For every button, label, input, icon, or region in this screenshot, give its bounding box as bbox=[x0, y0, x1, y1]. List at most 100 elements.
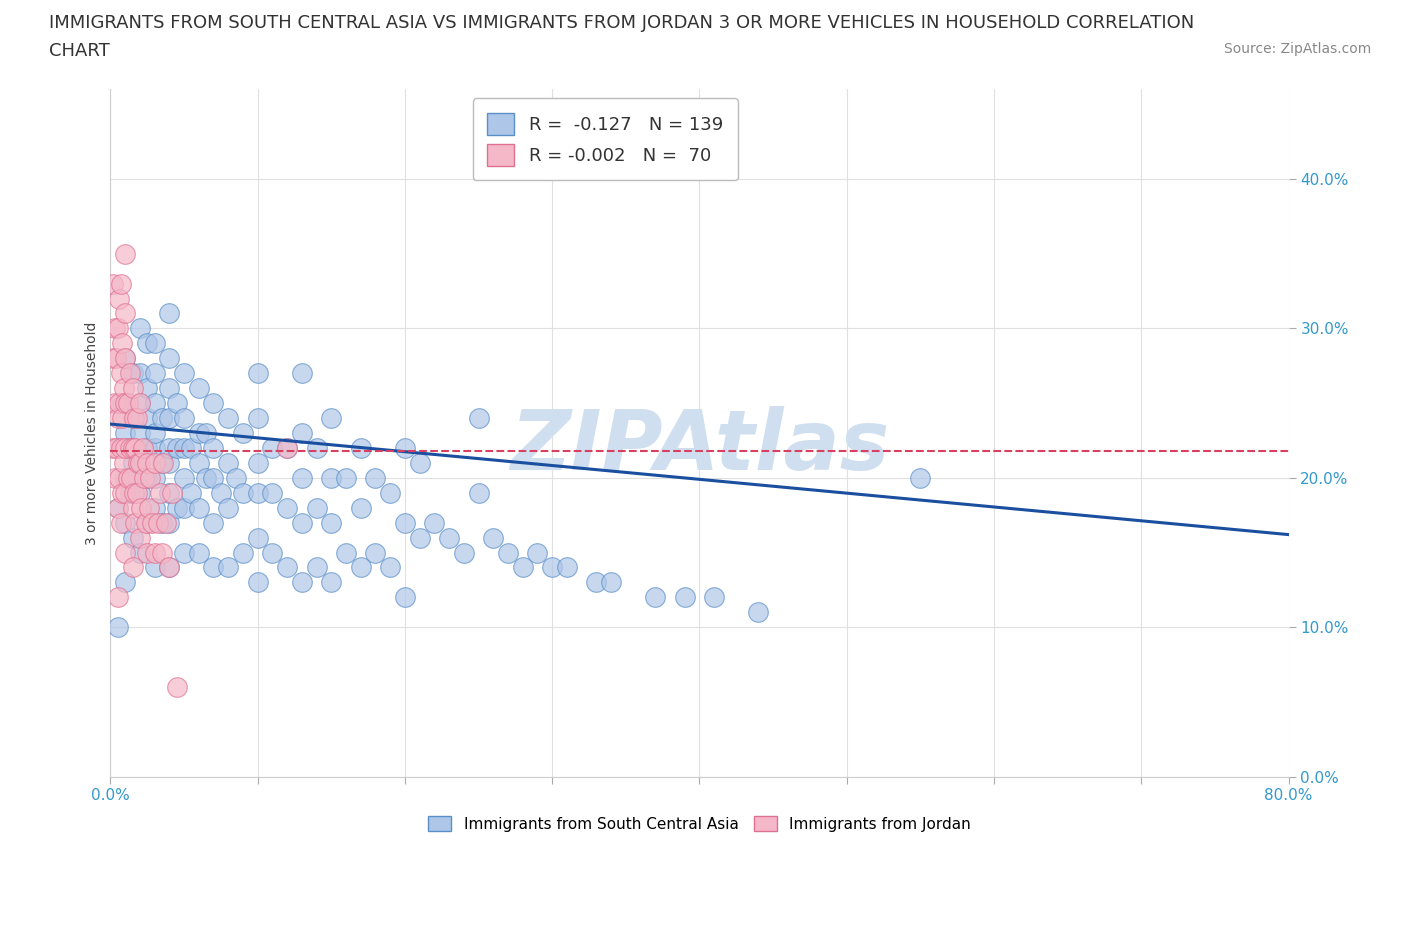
Point bbox=[112, 456, 135, 471]
Point bbox=[276, 560, 298, 575]
Point bbox=[644, 590, 666, 604]
Point bbox=[107, 441, 129, 456]
Point bbox=[166, 441, 188, 456]
Point bbox=[108, 471, 131, 485]
Point bbox=[262, 545, 284, 560]
Point bbox=[121, 500, 143, 515]
Point bbox=[121, 441, 143, 456]
Point bbox=[121, 411, 143, 426]
Point bbox=[157, 306, 180, 321]
Point bbox=[217, 456, 239, 471]
Point bbox=[305, 441, 328, 456]
Point bbox=[143, 500, 166, 515]
Point bbox=[202, 395, 225, 410]
Point bbox=[128, 456, 150, 471]
Point bbox=[232, 426, 254, 441]
Point bbox=[143, 471, 166, 485]
Point bbox=[104, 471, 127, 485]
Point bbox=[128, 365, 150, 380]
Point bbox=[335, 471, 357, 485]
Point bbox=[166, 680, 188, 695]
Point bbox=[136, 336, 159, 351]
Point bbox=[128, 545, 150, 560]
Point bbox=[114, 485, 136, 500]
Point bbox=[128, 395, 150, 410]
Point bbox=[209, 485, 232, 500]
Point bbox=[104, 321, 127, 336]
Point bbox=[512, 560, 534, 575]
Text: IMMIGRANTS FROM SOUTH CENTRAL ASIA VS IMMIGRANTS FROM JORDAN 3 OR MORE VEHICLES : IMMIGRANTS FROM SOUTH CENTRAL ASIA VS IM… bbox=[49, 14, 1195, 32]
Point bbox=[195, 471, 218, 485]
Point bbox=[321, 471, 343, 485]
Point bbox=[128, 426, 150, 441]
Point bbox=[143, 395, 166, 410]
Point bbox=[291, 515, 314, 530]
Point bbox=[747, 604, 769, 619]
Point bbox=[703, 590, 725, 604]
Point bbox=[152, 456, 174, 471]
Text: CHART: CHART bbox=[49, 42, 110, 60]
Point bbox=[136, 471, 159, 485]
Point bbox=[482, 530, 505, 545]
Point bbox=[187, 456, 209, 471]
Point bbox=[117, 471, 139, 485]
Point bbox=[217, 500, 239, 515]
Point bbox=[408, 530, 430, 545]
Point bbox=[541, 560, 564, 575]
Point bbox=[124, 441, 146, 456]
Point bbox=[225, 471, 247, 485]
Point bbox=[150, 456, 173, 471]
Point bbox=[143, 560, 166, 575]
Point bbox=[187, 426, 209, 441]
Point bbox=[157, 411, 180, 426]
Point bbox=[246, 575, 269, 590]
Point bbox=[114, 351, 136, 365]
Point bbox=[180, 485, 202, 500]
Point bbox=[166, 395, 188, 410]
Point bbox=[136, 411, 159, 426]
Point bbox=[143, 441, 166, 456]
Point bbox=[157, 456, 180, 471]
Point bbox=[276, 441, 298, 456]
Point bbox=[187, 500, 209, 515]
Point bbox=[143, 545, 166, 560]
Point bbox=[107, 500, 129, 515]
Point bbox=[246, 365, 269, 380]
Point bbox=[585, 575, 607, 590]
Point bbox=[157, 560, 180, 575]
Point bbox=[157, 441, 180, 456]
Point bbox=[526, 545, 548, 560]
Point bbox=[394, 515, 416, 530]
Point bbox=[138, 500, 160, 515]
Point bbox=[132, 441, 155, 456]
Point bbox=[305, 560, 328, 575]
Point bbox=[380, 485, 402, 500]
Point bbox=[195, 426, 218, 441]
Point bbox=[246, 456, 269, 471]
Point bbox=[291, 365, 314, 380]
Point bbox=[103, 351, 125, 365]
Point bbox=[122, 485, 145, 500]
Point bbox=[180, 441, 202, 456]
Point bbox=[380, 560, 402, 575]
Point bbox=[321, 515, 343, 530]
Point bbox=[173, 411, 195, 426]
Point bbox=[141, 515, 163, 530]
Point bbox=[173, 471, 195, 485]
Point bbox=[143, 336, 166, 351]
Point bbox=[108, 291, 131, 306]
Point bbox=[128, 530, 150, 545]
Point bbox=[103, 276, 125, 291]
Point bbox=[136, 545, 159, 560]
Point bbox=[157, 380, 180, 395]
Point bbox=[350, 560, 373, 575]
Point bbox=[143, 365, 166, 380]
Point bbox=[202, 515, 225, 530]
Point bbox=[217, 560, 239, 575]
Point bbox=[110, 515, 132, 530]
Point bbox=[453, 545, 475, 560]
Point bbox=[496, 545, 519, 560]
Point bbox=[408, 456, 430, 471]
Point bbox=[104, 395, 127, 410]
Point bbox=[276, 500, 298, 515]
